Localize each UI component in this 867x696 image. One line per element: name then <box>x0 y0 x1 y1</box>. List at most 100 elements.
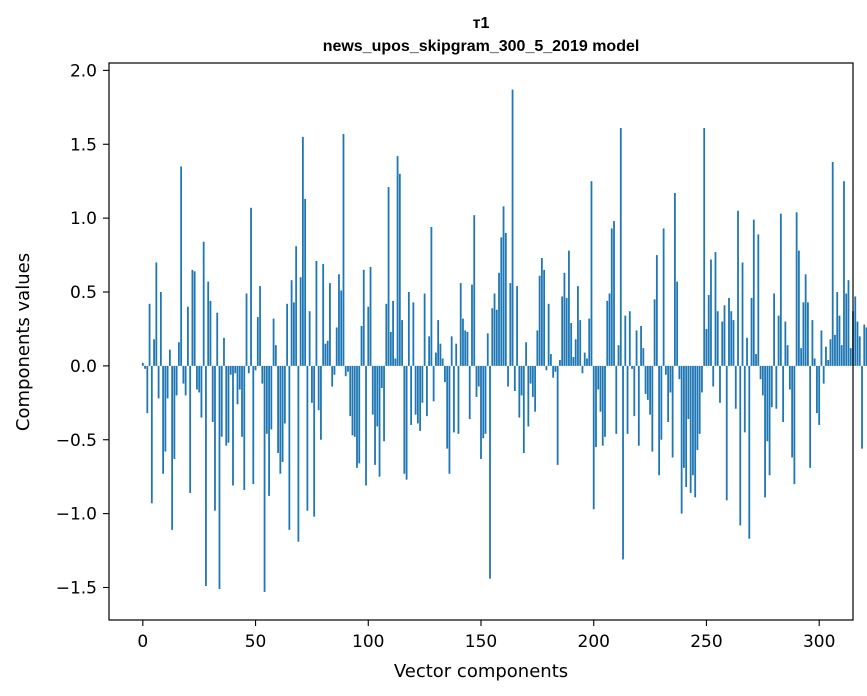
bar-111 <box>392 300 394 366</box>
bar-268 <box>746 337 748 366</box>
bar-203 <box>599 365 602 412</box>
bar-234 <box>669 365 672 393</box>
bar-167 <box>518 365 521 418</box>
bar-265 <box>739 365 742 526</box>
bar-29 <box>207 281 210 366</box>
bar-115 <box>401 320 403 366</box>
bar-217 <box>631 365 633 369</box>
bar-17 <box>180 166 183 366</box>
bar-316 <box>854 296 857 366</box>
bar-125 <box>423 293 426 366</box>
bar-171 <box>527 365 530 427</box>
bar-119 <box>410 365 413 425</box>
x-tick-label-4: 200 <box>578 632 610 652</box>
bar-92 <box>349 365 352 417</box>
bar-44 <box>241 365 243 437</box>
bar-252 <box>710 259 712 366</box>
bar-75 <box>311 365 313 403</box>
bar-255 <box>716 311 719 366</box>
bar-56 <box>268 365 270 496</box>
bar-89 <box>342 133 345 366</box>
bar-207 <box>608 293 611 366</box>
bar-186 <box>561 296 564 366</box>
bar-272 <box>755 354 757 366</box>
bar-193 <box>577 286 579 366</box>
bar-150 <box>480 365 482 459</box>
y-tick-label-3: 0.0 <box>70 357 97 377</box>
bar-23 <box>193 271 196 366</box>
bar-137 <box>450 336 453 366</box>
bar-145 <box>468 365 471 420</box>
bar-264 <box>737 210 739 366</box>
bar-series <box>141 89 867 592</box>
bar-49 <box>252 365 255 485</box>
bar-309 <box>838 315 841 366</box>
x-axis-label: Vector components <box>394 661 568 682</box>
bar-8 <box>159 292 162 366</box>
bar-173 <box>531 365 534 397</box>
bar-144 <box>466 331 469 366</box>
bar-50 <box>254 365 257 371</box>
bar-239 <box>680 365 683 514</box>
bar-58 <box>272 318 275 366</box>
bar-279 <box>770 365 773 408</box>
bar-208 <box>610 228 613 366</box>
bar-246 <box>696 365 699 451</box>
bar-110 <box>389 331 392 366</box>
bar-210 <box>615 365 618 434</box>
bar-177 <box>540 258 543 366</box>
bar-52 <box>259 286 261 366</box>
bar-300 <box>818 365 821 425</box>
y-tick-label-0: −1.5 <box>56 578 97 598</box>
bar-176 <box>538 275 541 366</box>
bar-223 <box>644 365 647 394</box>
bar-134 <box>444 365 446 383</box>
bar-149 <box>477 365 480 387</box>
bar-57 <box>270 365 273 430</box>
bar-108 <box>385 303 388 366</box>
bar-68 <box>295 246 298 366</box>
bar-48 <box>250 207 252 366</box>
y-tick-label-7: 2.0 <box>70 61 97 81</box>
bar-116 <box>403 365 406 474</box>
bar-53 <box>261 365 264 384</box>
bar-178 <box>543 269 546 366</box>
bar-242 <box>687 365 690 420</box>
bar-185 <box>559 359 561 366</box>
bar-102 <box>371 365 374 415</box>
bar-21 <box>189 365 192 493</box>
bar-313 <box>847 280 850 366</box>
bar-6 <box>155 262 158 366</box>
bar-47 <box>247 365 250 374</box>
bar-18 <box>182 365 185 384</box>
bar-142 <box>462 318 464 366</box>
bar-241 <box>685 365 688 488</box>
bar-133 <box>441 358 444 366</box>
bar-311 <box>843 181 845 366</box>
bar-87 <box>338 274 340 366</box>
bar-269 <box>748 365 751 539</box>
bar-226 <box>651 365 654 452</box>
bar-267 <box>743 365 746 433</box>
bar-101 <box>369 266 372 366</box>
bar-303 <box>825 346 827 366</box>
bar-192 <box>574 339 577 366</box>
bar-251 <box>707 294 710 366</box>
bar-83 <box>329 283 331 366</box>
bar-121 <box>414 365 417 415</box>
bar-283 <box>779 213 782 366</box>
bar-261 <box>730 311 733 366</box>
bar-46 <box>245 293 248 366</box>
bar-1 <box>144 365 146 369</box>
bar-259 <box>725 365 728 501</box>
bar-51 <box>256 317 259 366</box>
bar-284 <box>782 365 785 423</box>
bar-82 <box>326 340 329 366</box>
bar-98 <box>362 269 365 366</box>
bar-258 <box>723 305 726 366</box>
bar-212 <box>619 128 622 366</box>
bar-189 <box>568 250 570 366</box>
bar-94 <box>353 365 356 437</box>
bar-227 <box>653 299 656 366</box>
bar-113 <box>396 156 399 366</box>
